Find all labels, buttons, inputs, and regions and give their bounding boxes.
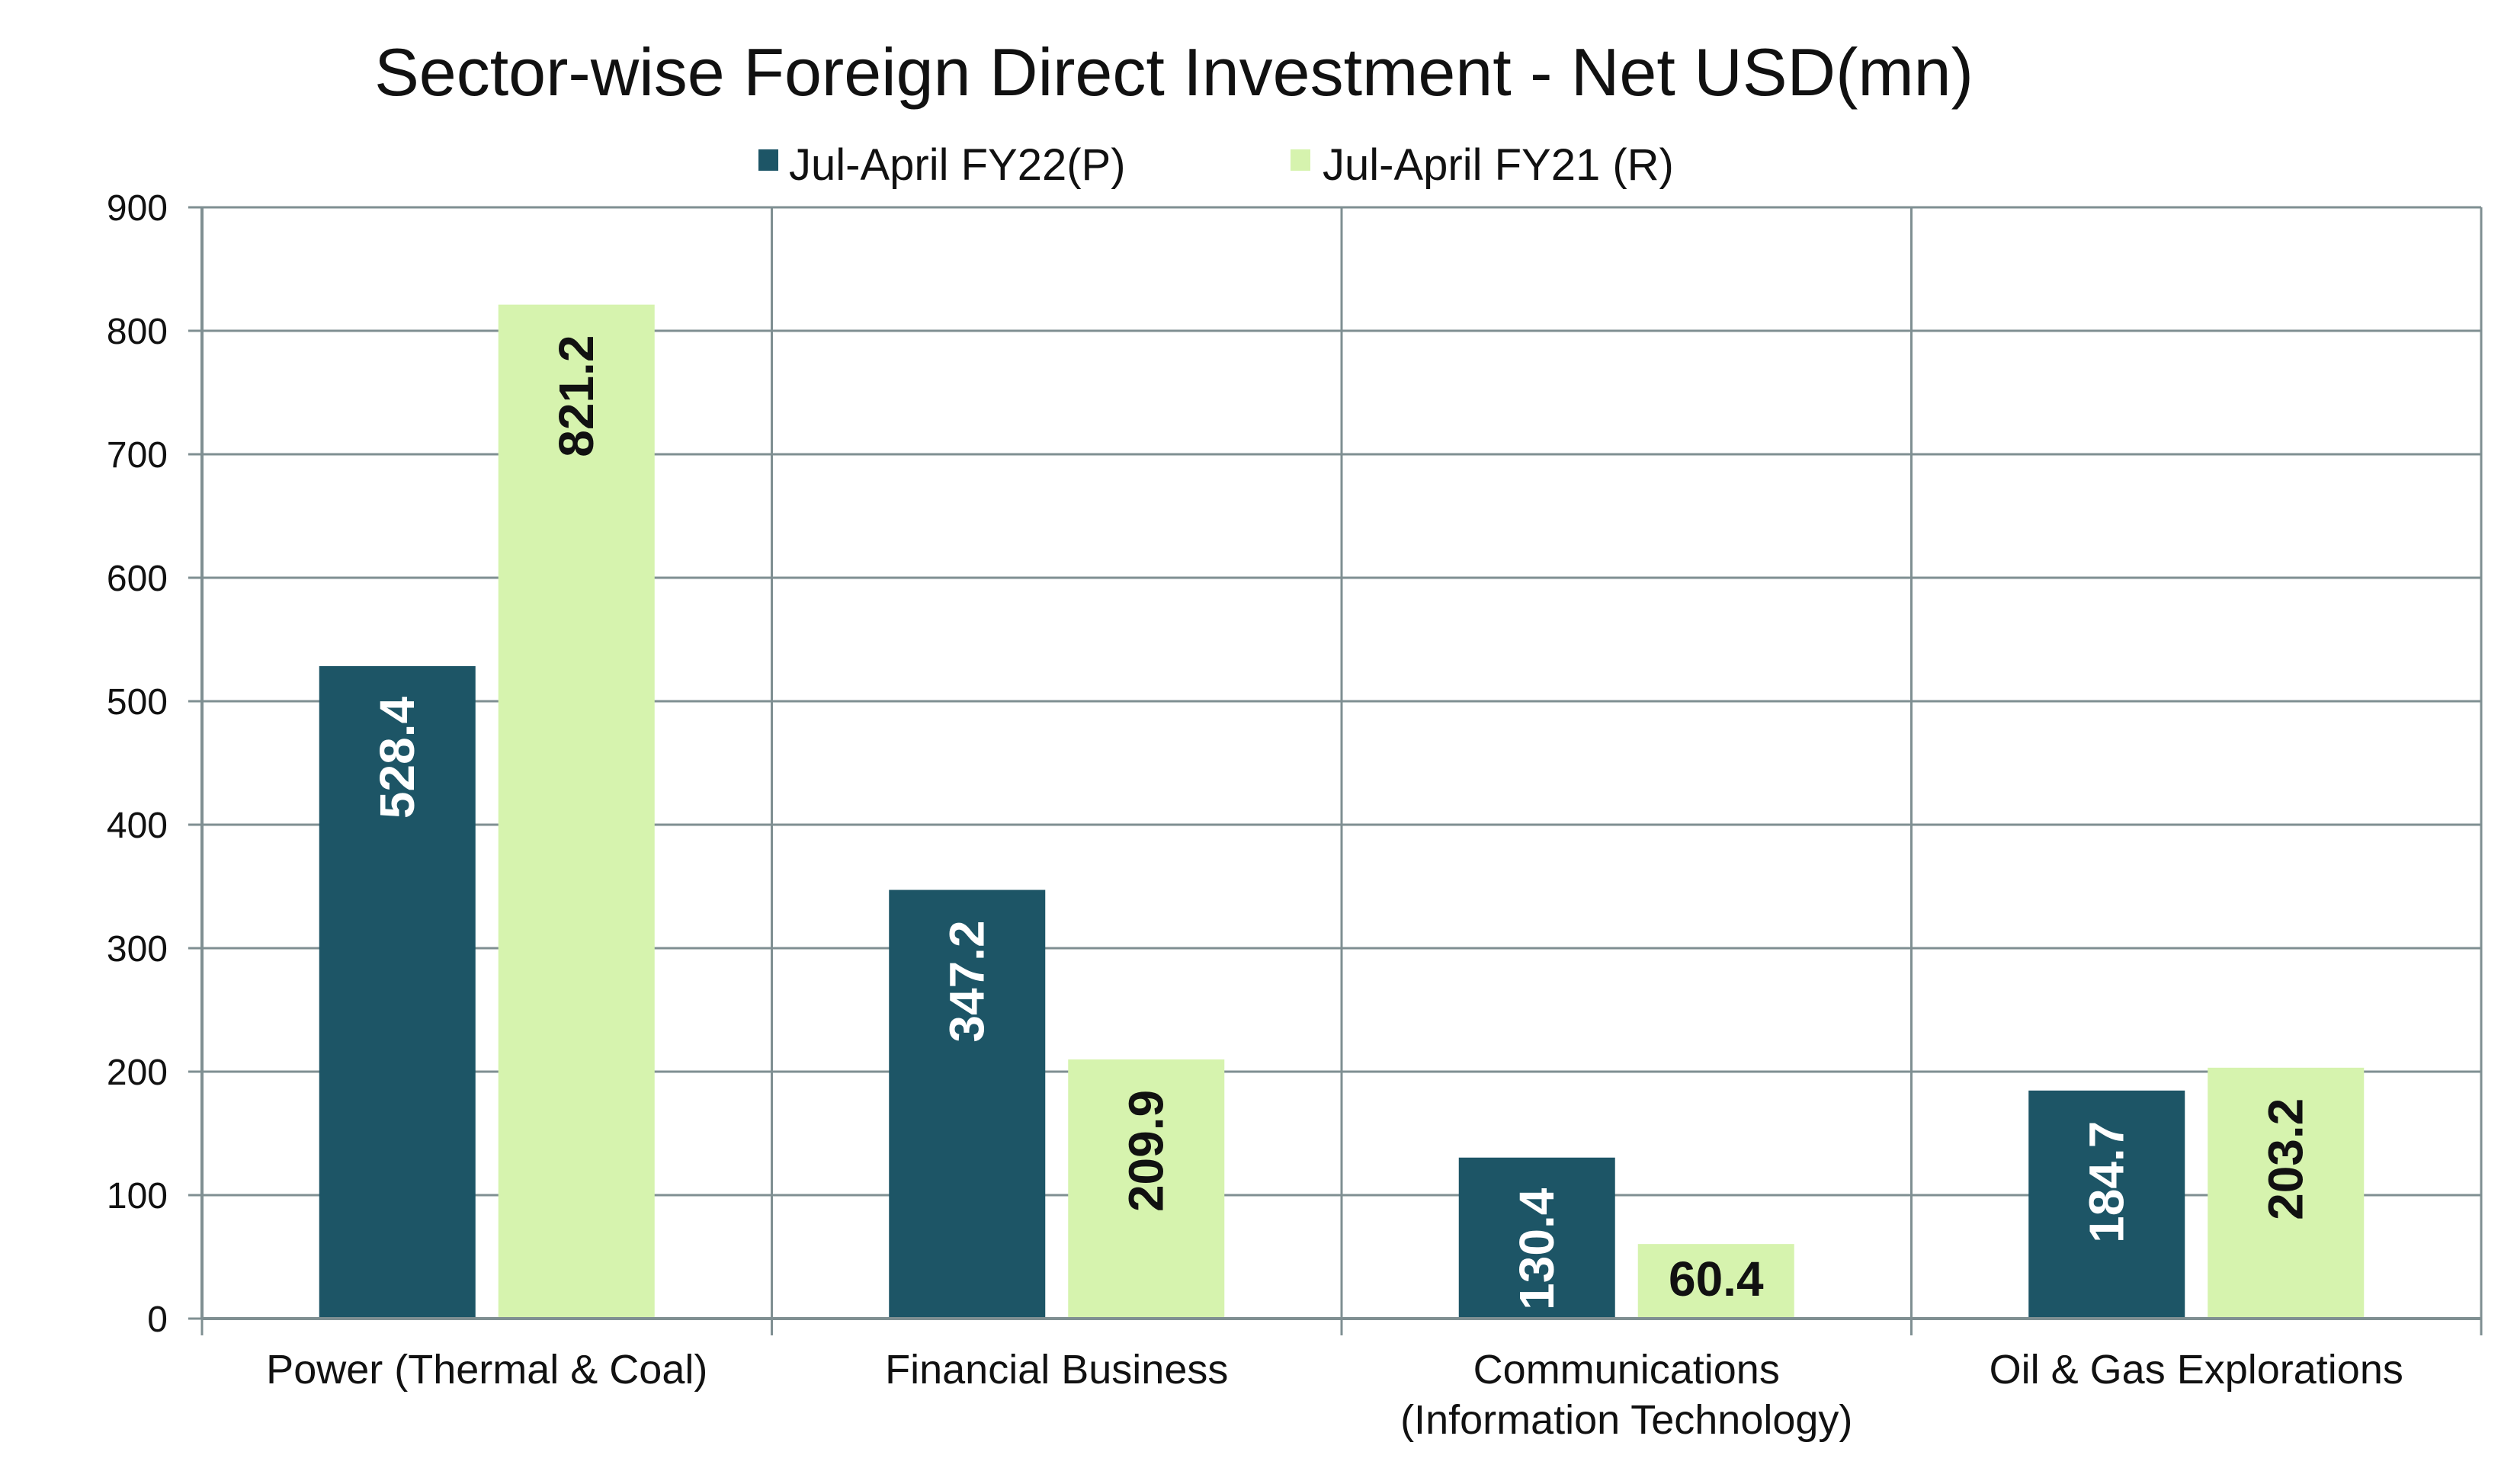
data-label: 209.9 <box>1119 1090 1174 1212</box>
bars <box>319 304 2365 1319</box>
bar-series0-cat2 <box>1458 1157 1615 1319</box>
data-label: 184.7 <box>2079 1121 2134 1243</box>
x-axis-ticks: Power (Thermal & Coal) Financial Business… <box>266 1347 2403 1443</box>
data-label: 203.2 <box>2259 1098 2313 1220</box>
bar-series0-cat0 <box>319 665 476 1319</box>
y-tick-label: 500 <box>107 682 168 723</box>
x-tick-label: Financial Business <box>885 1347 1228 1393</box>
y-tick-label: 700 <box>107 435 168 476</box>
y-tick-label: 400 <box>107 806 168 846</box>
bar-series1-cat2 <box>1637 1244 1794 1319</box>
legend: Jul-April FY22(P) Jul-April FY21 (R) <box>758 140 1674 190</box>
data-labels: 528.4 821.2 347.2 209.9 130.4 60.4 184.7 203.2 <box>370 335 2313 1310</box>
bar-series1-cat1 <box>1068 1059 1225 1319</box>
x-tick-label: Oil & Gas Explorations <box>1990 1347 2403 1393</box>
bar-series0-cat3 <box>2028 1090 2185 1319</box>
y-axis-ticks: 0 100 200 300 400 500 600 700 800 900 <box>107 188 202 1340</box>
legend-swatch-fy22 <box>758 149 778 171</box>
legend-label-fy22: Jul-April FY22(P) <box>789 140 1126 190</box>
y-tick-label: 800 <box>107 312 168 352</box>
chart-title: Sector-wise Foreign Direct Investment - … <box>374 34 1974 110</box>
y-tick-label: 600 <box>107 559 168 599</box>
bar-series1-cat3 <box>2208 1067 2365 1319</box>
data-label: 60.4 <box>1669 1252 1764 1306</box>
data-label: 821.2 <box>549 335 604 457</box>
y-tick-label: 200 <box>107 1053 168 1093</box>
data-label: 347.2 <box>940 920 995 1042</box>
data-label: 528.4 <box>370 697 425 819</box>
x-tick-label: Power (Thermal & Coal) <box>266 1347 707 1393</box>
legend-label-fy21: Jul-April FY21 (R) <box>1323 140 1674 190</box>
x-tick-label: Communications <box>1473 1347 1780 1393</box>
y-tick-label: 300 <box>107 929 168 970</box>
x-tick-label: (Information Technology) <box>1400 1397 1852 1443</box>
data-label: 130.4 <box>1509 1188 1564 1310</box>
y-tick-label: 0 <box>147 1300 168 1340</box>
bar-series0-cat1 <box>889 889 1046 1319</box>
axes <box>200 207 2481 1320</box>
legend-swatch-fy21 <box>1291 149 1310 171</box>
y-tick-label: 100 <box>107 1176 168 1216</box>
bar-series1-cat0 <box>498 304 655 1319</box>
y-tick-label: 900 <box>107 188 168 229</box>
